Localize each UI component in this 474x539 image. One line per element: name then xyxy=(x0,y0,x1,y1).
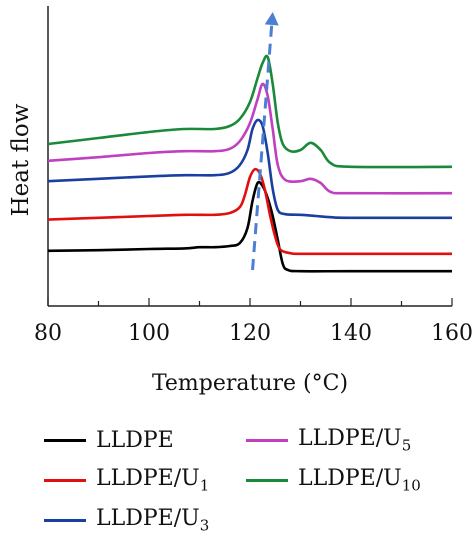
x-tick-label: 100 xyxy=(128,321,170,346)
series-line-2 xyxy=(47,118,453,220)
series-line-4 xyxy=(47,54,453,169)
series-line-1 xyxy=(47,167,452,256)
y-axis-label: Heat flow xyxy=(8,103,34,216)
x-tick-label: 80 xyxy=(34,321,62,346)
trend-arrow-head xyxy=(264,12,279,26)
x-tick-label: 120 xyxy=(229,321,271,346)
x-tick-label: 160 xyxy=(431,321,473,346)
series-line-0 xyxy=(47,180,452,273)
x-axis-label: Temperature (°C) xyxy=(152,371,348,396)
trend-arrow-line xyxy=(251,24,274,271)
plot-area: 80 100 120 140 160 xyxy=(34,6,473,346)
x-tick-label: 140 xyxy=(330,321,372,346)
